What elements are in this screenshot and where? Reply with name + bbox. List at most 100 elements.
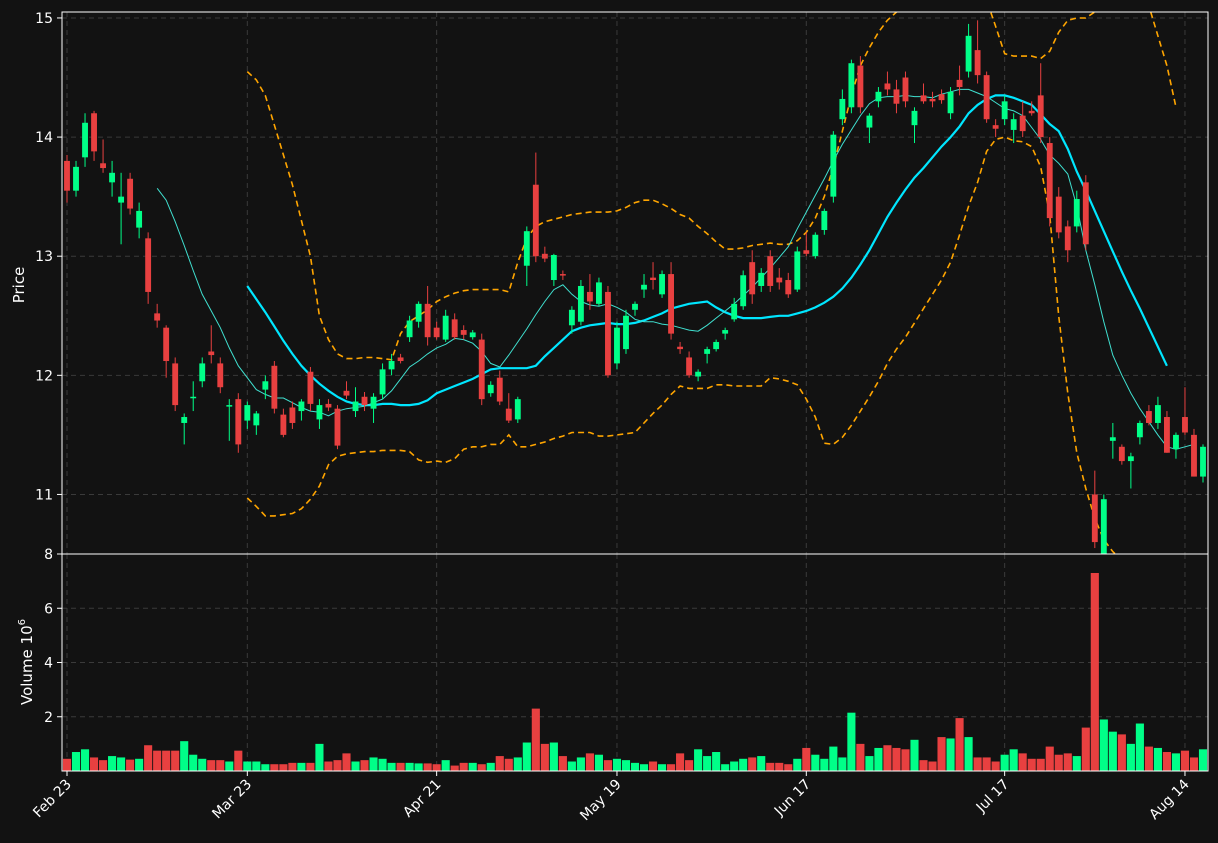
candle <box>992 119 999 138</box>
candle-body <box>632 303 638 310</box>
candle <box>848 59 855 114</box>
volume-bar <box>1054 754 1063 771</box>
candle <box>1055 187 1062 239</box>
candle <box>623 309 629 354</box>
candle-body <box>1164 417 1170 453</box>
candle-body <box>190 396 197 399</box>
candle <box>641 274 647 298</box>
candle <box>1145 405 1152 426</box>
price-axis-label: Price <box>10 267 28 304</box>
volume-bar <box>522 742 531 771</box>
candle <box>803 232 810 257</box>
volume-bar <box>685 760 694 771</box>
candle <box>415 301 422 328</box>
candle <box>1191 428 1197 477</box>
candle <box>749 250 756 304</box>
price-gridlines <box>62 12 1208 554</box>
candle-body <box>415 303 422 322</box>
candle <box>91 110 97 161</box>
volume-axis-label: Volume 106 <box>17 619 36 705</box>
candle-body <box>127 178 134 209</box>
volume-bar <box>252 761 261 771</box>
candle <box>424 285 431 346</box>
volume-bar <box>135 758 144 771</box>
candle <box>172 357 179 412</box>
candle-body <box>920 95 927 102</box>
candle-body <box>821 210 828 230</box>
candle <box>1100 494 1107 554</box>
candle-body <box>280 414 287 435</box>
candle-body <box>1191 434 1197 477</box>
candle-body <box>938 94 945 101</box>
candle-body <box>1019 115 1026 132</box>
candle-body <box>253 413 260 426</box>
volume-bar <box>486 762 495 771</box>
volume-bar <box>126 759 135 771</box>
candle <box>523 226 530 286</box>
volume-bar <box>657 764 667 771</box>
candle <box>343 381 350 400</box>
price-tick-label: 14 <box>35 130 53 146</box>
volume-bar <box>1117 734 1126 771</box>
candle-body <box>1200 446 1206 477</box>
candle <box>442 309 449 342</box>
candle <box>199 357 206 388</box>
candle-body <box>397 357 404 362</box>
candle-body <box>91 113 97 152</box>
volume-bar <box>549 742 558 771</box>
candle-body <box>1001 101 1008 120</box>
candle <box>433 321 440 340</box>
candle-body <box>505 408 512 421</box>
candle <box>406 315 413 342</box>
candle <box>1182 387 1188 435</box>
volume-bar <box>360 760 369 771</box>
candle <box>1173 432 1179 459</box>
candle-body <box>956 79 963 88</box>
candle <box>226 399 233 441</box>
volume-axis-label-exponent: 6 <box>17 619 28 625</box>
moving-average-line <box>246 94 1168 407</box>
candle-body <box>767 256 774 286</box>
volume-bar <box>306 762 315 771</box>
candle-body <box>614 327 620 364</box>
candle <box>262 375 269 400</box>
candle-body <box>352 401 359 412</box>
candle-body <box>559 274 566 276</box>
volume-bar <box>739 758 748 771</box>
volume-bar <box>991 761 1000 771</box>
candle <box>271 361 278 414</box>
volume-bar <box>973 757 982 771</box>
candle-body <box>785 280 792 295</box>
candle <box>370 393 377 423</box>
candle-body <box>388 361 395 370</box>
candle-body <box>1136 422 1143 438</box>
volume-bar <box>910 739 919 771</box>
candle-body <box>1028 110 1035 114</box>
candle <box>208 325 215 364</box>
candle <box>1164 411 1170 453</box>
volume-bar <box>865 756 874 771</box>
candle-body <box>1082 182 1089 245</box>
volume-bar <box>838 757 847 771</box>
candle <box>929 91 936 108</box>
volume-bar <box>612 758 622 771</box>
candle <box>235 393 242 453</box>
volume-bar <box>441 760 450 771</box>
candle-body <box>1182 417 1188 433</box>
volume-bar <box>531 708 540 771</box>
volume-tick-label: 8 <box>44 547 53 563</box>
candle-body <box>199 363 206 382</box>
candle <box>713 339 720 352</box>
volume-bar <box>883 745 892 771</box>
candle-body <box>722 330 729 334</box>
candle <box>776 268 783 290</box>
volume-bar <box>730 761 739 771</box>
candle <box>911 107 918 144</box>
candle <box>938 89 945 104</box>
candle-body <box>163 327 170 362</box>
candle-body <box>307 371 314 404</box>
candle <box>758 268 765 292</box>
candle-body <box>605 291 611 376</box>
candle <box>190 381 197 412</box>
candle <box>659 270 665 298</box>
